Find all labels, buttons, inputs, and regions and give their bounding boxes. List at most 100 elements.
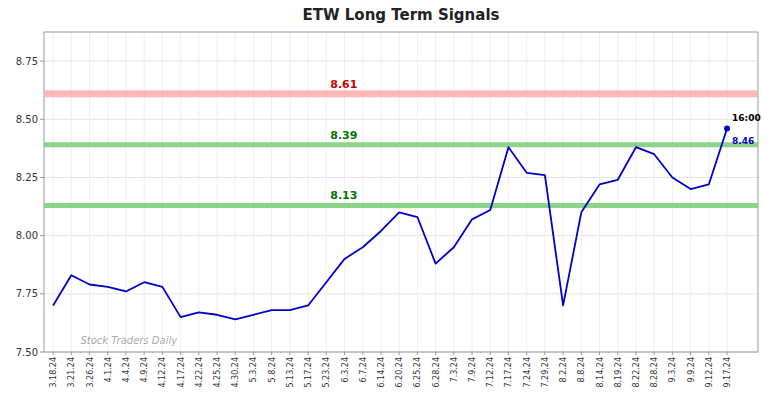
x-tick (635, 352, 636, 355)
x-tick (563, 352, 564, 355)
x-grid-line (380, 32, 381, 352)
x-tick-label: 4.4.24 (122, 357, 131, 382)
end-dot (724, 126, 730, 132)
y-grid-line (44, 293, 758, 294)
x-tick-label: 4.25.24 (213, 357, 222, 388)
x-grid-line (217, 32, 218, 352)
x-tick-label: 8.28.24 (650, 357, 659, 388)
y-tick-label: 8.00 (16, 230, 38, 241)
x-tick-label: 7.9.24 (468, 357, 477, 382)
y-grid-line (44, 119, 758, 120)
x-grid-line (107, 32, 108, 352)
x-grid-line (271, 32, 272, 352)
x-tick (344, 352, 345, 355)
x-grid-line (654, 32, 655, 352)
x-grid-line (635, 32, 636, 352)
x-tick-label: 6.14.24 (377, 357, 386, 388)
x-grid-line (672, 32, 673, 352)
x-tick-label: 8.8.24 (577, 357, 586, 382)
x-tick-label: 4.30.24 (231, 357, 240, 388)
end-value-label: 8.46 (732, 136, 754, 146)
x-axis: 3.18.243.21.243.26.244.1.244.4.244.9.244… (49, 352, 732, 388)
x-tick (472, 352, 473, 355)
x-tick-label: 4.17.24 (177, 357, 186, 388)
x-tick (380, 352, 381, 355)
x-tick-label: 7.24.24 (523, 357, 532, 388)
x-tick (71, 352, 72, 355)
reference-label: 8.39 (330, 129, 357, 142)
x-tick (617, 352, 618, 355)
end-time-label: 16:00 (732, 113, 761, 123)
x-tick (654, 352, 655, 355)
y-tick-label: 8.75 (16, 56, 38, 67)
y-tick (40, 352, 44, 353)
x-tick-label: 6.20.24 (395, 357, 404, 388)
x-grid-line (180, 32, 181, 352)
x-tick (490, 352, 491, 355)
x-tick (125, 352, 126, 355)
x-tick-label: 5.3.24 (249, 357, 258, 382)
x-grid-line (708, 32, 709, 352)
x-tick-label: 6.25.24 (413, 357, 422, 388)
x-grid-line (417, 32, 418, 352)
x-tick-label: 3.18.24 (49, 357, 58, 388)
y-tick-label: 8.50 (16, 114, 38, 125)
x-grid-line (89, 32, 90, 352)
x-tick-label: 8.19.24 (614, 357, 623, 388)
x-tick-label: 3.26.24 (86, 357, 95, 388)
y-tick (40, 61, 44, 62)
x-tick-label: 5.13.24 (286, 357, 295, 388)
x-tick-label: 9.17.24 (723, 357, 732, 388)
x-tick (144, 352, 145, 355)
price-line (53, 129, 727, 320)
x-grid-line (198, 32, 199, 352)
x-grid-line (326, 32, 327, 352)
y-tick (40, 235, 44, 236)
x-tick (271, 352, 272, 355)
x-tick (162, 352, 163, 355)
x-grid-line (581, 32, 582, 352)
x-tick (289, 352, 290, 355)
y-tick-label: 7.50 (16, 347, 38, 358)
x-grid-line (617, 32, 618, 352)
x-tick-label: 9.3.24 (668, 357, 677, 382)
x-tick-label: 4.22.24 (195, 357, 204, 388)
x-grid-line (362, 32, 363, 352)
x-tick (107, 352, 108, 355)
y-axis: 7.50 7.75 8.00 8.25 8.50 8.75 (16, 56, 44, 358)
y-tick-label: 7.75 (16, 288, 38, 299)
x-grid-line (727, 32, 728, 352)
x-tick (708, 352, 709, 355)
x-grid-line (453, 32, 454, 352)
y-tick-label: 8.25 (16, 172, 38, 183)
x-tick (690, 352, 691, 355)
y-tick (40, 119, 44, 120)
x-tick (253, 352, 254, 355)
x-tick (399, 352, 400, 355)
x-tick (198, 352, 199, 355)
x-grid-line (253, 32, 254, 352)
x-tick-label: 4.12.24 (158, 357, 167, 388)
x-tick (362, 352, 363, 355)
y-grid-line (44, 177, 758, 178)
x-grid-line (599, 32, 600, 352)
reference-line (44, 90, 758, 97)
watermark: Stock Traders Daily (80, 335, 178, 346)
y-tick (40, 293, 44, 294)
x-grid-line (690, 32, 691, 352)
x-grid-line (435, 32, 436, 352)
x-grid-line (544, 32, 545, 352)
x-tick (89, 352, 90, 355)
plot-frame (44, 32, 758, 352)
plot-area (44, 94, 758, 320)
x-grid-line (472, 32, 473, 352)
x-tick (508, 352, 509, 355)
x-tick (526, 352, 527, 355)
chart: ETW Long Term Signals7.507.758.008.258.5… (0, 0, 784, 398)
x-tick (53, 352, 54, 355)
reference-label: 8.61 (330, 78, 357, 91)
x-tick (308, 352, 309, 355)
x-tick (453, 352, 454, 355)
x-tick-label: 9.9.24 (687, 357, 696, 382)
x-tick (727, 352, 728, 355)
